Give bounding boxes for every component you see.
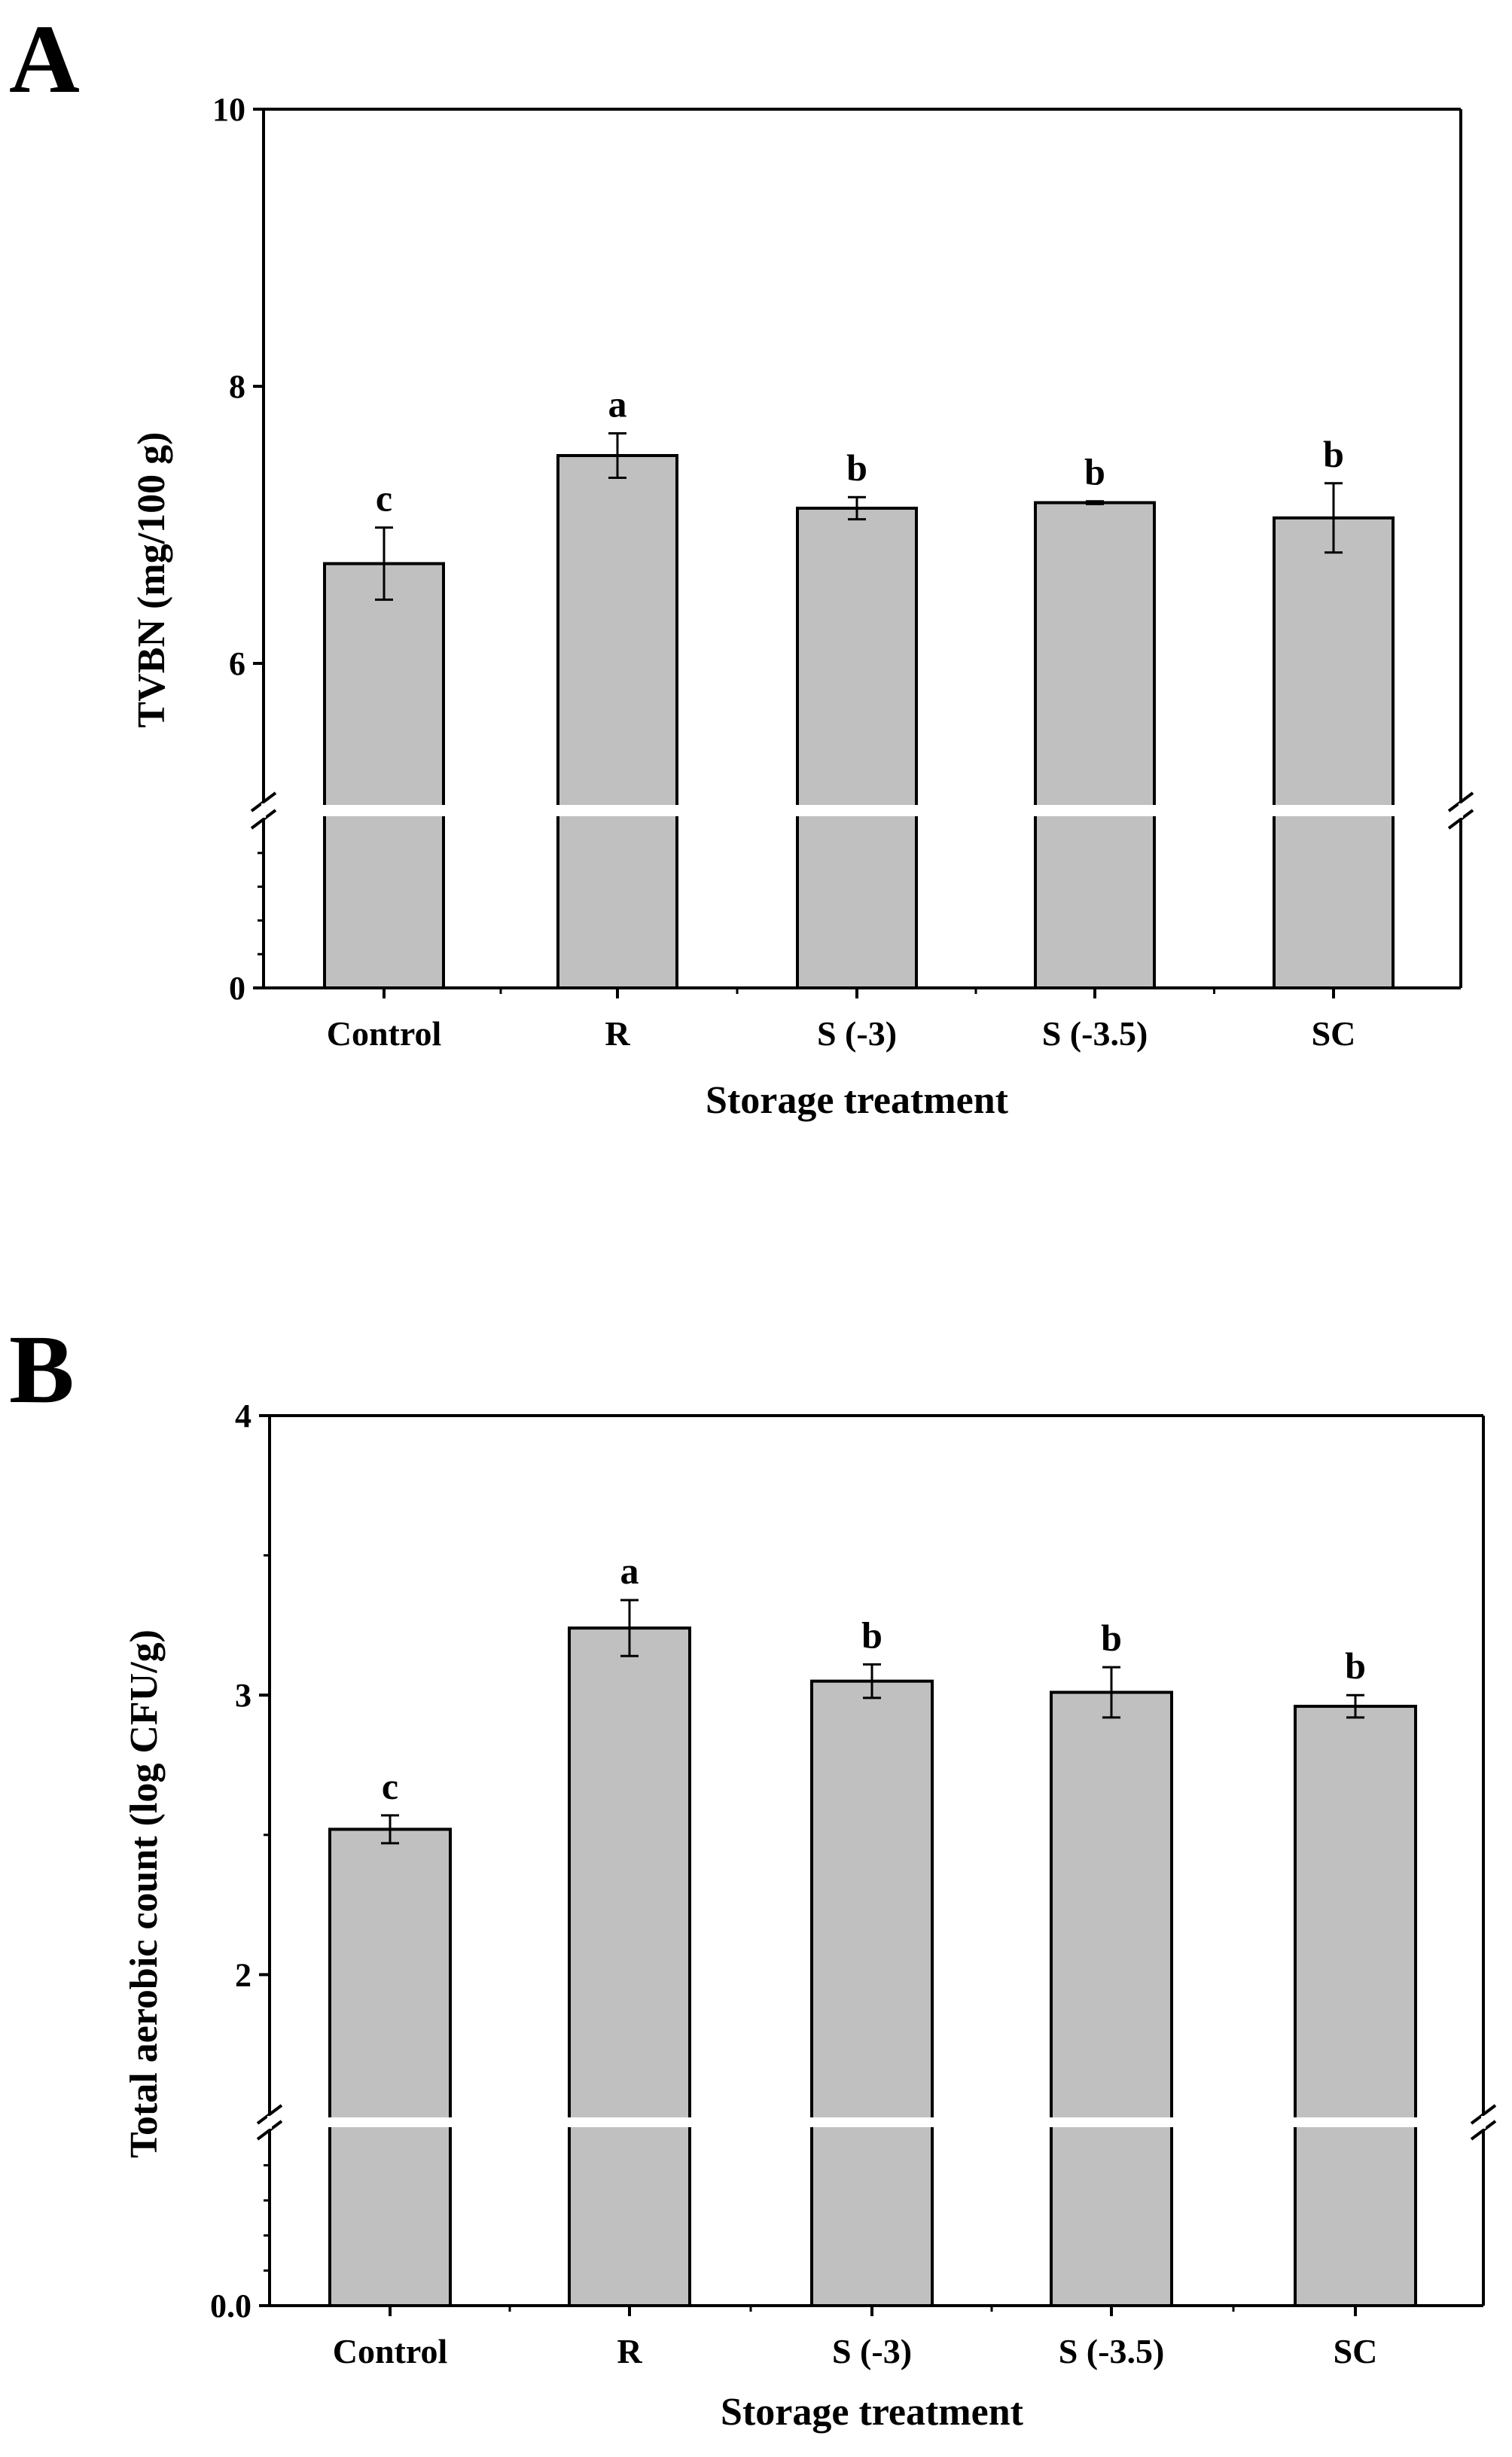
bar bbox=[323, 562, 445, 989]
axis-break-gap bbox=[322, 805, 446, 816]
break-slash bbox=[250, 791, 277, 812]
x-tick-label: SC bbox=[1312, 1014, 1356, 1053]
axis-break-gap bbox=[795, 805, 919, 816]
significance-label: b bbox=[1101, 1617, 1122, 1659]
break-slash bbox=[1447, 791, 1474, 812]
axis-break-gap bbox=[1033, 805, 1157, 816]
panel-b-letter: B bbox=[9, 1315, 75, 1424]
axis-break-gap bbox=[261, 803, 266, 818]
significance-label: b bbox=[846, 447, 867, 489]
x-tick-label: S (-3) bbox=[832, 2332, 912, 2370]
significance-label: b bbox=[1323, 433, 1344, 475]
y-tick-label: 10 bbox=[212, 91, 245, 128]
x-tick-label: S (-3.5) bbox=[1059, 2332, 1165, 2370]
panel-a: A 0 6 8 10 Control R S (-3) S (-3.5) SC … bbox=[9, 5, 1474, 1122]
break-slash bbox=[1447, 809, 1474, 830]
break-slash bbox=[256, 2120, 283, 2141]
y-tick-label: 2 bbox=[235, 1956, 251, 1993]
axis-break-gap bbox=[1293, 2117, 1418, 2127]
bar bbox=[1294, 1705, 1417, 2308]
bar bbox=[568, 1626, 691, 2308]
y-tick-label: 0.0 bbox=[210, 2288, 251, 2324]
axis-break-gap bbox=[1272, 805, 1395, 816]
x-tick-label: SC bbox=[1334, 2332, 1378, 2370]
panel-b: B 0.0 2 3 4 Control R S (-3) S (-3.5) SC… bbox=[9, 1315, 1497, 2434]
y-tick-label: 4 bbox=[235, 1398, 251, 1434]
y-tick-label: 8 bbox=[229, 368, 245, 405]
break-slash bbox=[1470, 2104, 1497, 2125]
axis-break-gap bbox=[267, 2116, 272, 2129]
significance-label: b bbox=[1345, 1645, 1366, 1687]
axis-break-marks bbox=[256, 2104, 1497, 2141]
axis-break-gap bbox=[556, 805, 679, 816]
x-axis-title: Storage treatment bbox=[721, 2391, 1024, 2434]
significance-label: a bbox=[608, 383, 627, 425]
y-axis-title: TVBN (mg/100 g) bbox=[130, 432, 173, 728]
break-slash bbox=[256, 2104, 283, 2125]
break-slash bbox=[250, 809, 277, 830]
bar bbox=[328, 1828, 452, 2307]
x-tick-label: Control bbox=[333, 2332, 448, 2370]
axis-break-marks bbox=[250, 791, 1474, 830]
x-tick-label: R bbox=[617, 2332, 642, 2370]
y-tick-label: 0 bbox=[229, 970, 245, 1007]
x-tick-label: S (-3) bbox=[817, 1014, 897, 1053]
bar bbox=[796, 506, 918, 989]
bar bbox=[1273, 516, 1395, 989]
y-axis-title: Total aerobic count (log CFU/g) bbox=[123, 1629, 166, 2158]
bar bbox=[810, 1679, 934, 2307]
y-tick-label: 3 bbox=[235, 1677, 251, 1714]
axis-break-gap bbox=[1049, 2117, 1174, 2127]
bar bbox=[556, 454, 678, 989]
break-slash bbox=[1470, 2120, 1497, 2141]
panel-a-letter: A bbox=[9, 5, 80, 114]
axis-break-gap bbox=[809, 2117, 934, 2127]
x-tick-label: Control bbox=[327, 1014, 442, 1053]
significance-label: b bbox=[1084, 451, 1105, 493]
axis-break-gap bbox=[328, 2117, 453, 2127]
axis-break-gap bbox=[1459, 803, 1463, 818]
significance-label: c bbox=[376, 477, 392, 520]
significance-label: a bbox=[620, 1550, 639, 1592]
x-tick-label: S (-3.5) bbox=[1042, 1014, 1148, 1053]
axis-break-gap bbox=[1481, 2116, 1486, 2129]
x-axis-title: Storage treatment bbox=[706, 1079, 1009, 1122]
significance-label: b bbox=[861, 1614, 883, 1656]
y-tick-label: 6 bbox=[229, 645, 245, 682]
x-tick-label: R bbox=[605, 1014, 630, 1053]
axis-break-gap bbox=[567, 2117, 692, 2127]
bar bbox=[1050, 1690, 1173, 2308]
bar bbox=[1034, 501, 1156, 989]
significance-label: c bbox=[382, 1765, 398, 1807]
